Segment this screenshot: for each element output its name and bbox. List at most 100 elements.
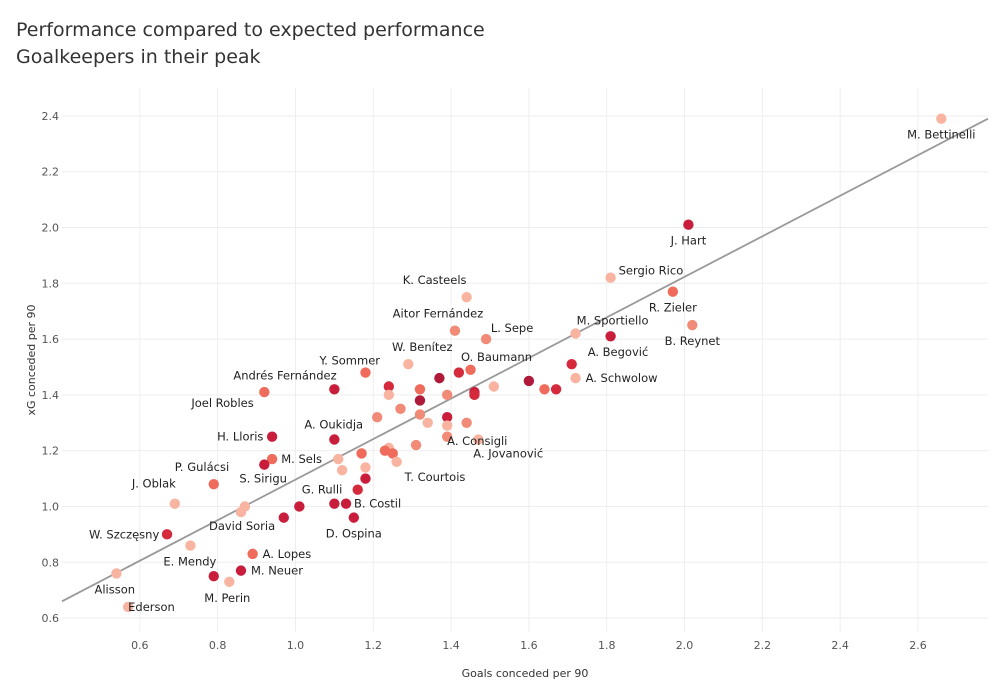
- data-points: [111, 113, 947, 613]
- data-point: [356, 448, 367, 459]
- point-label-h-lloris: H. Lloris: [217, 430, 263, 444]
- data-point-p-gulacsi: [208, 478, 219, 490]
- data-point-a-schwolow: [570, 372, 581, 384]
- point-label-andres-fernandez: Andrés Fernández: [233, 368, 336, 382]
- point-labels: M. Bettinelli J. Hart Sergio Rico R. Zieler…: [89, 128, 975, 614]
- point-label-a-jovanovic: A. Jovanović: [473, 447, 543, 461]
- data-point-l-sepe: [480, 333, 492, 345]
- data-point: [278, 512, 289, 523]
- point-label-p-gulacsi: P. Gulácsi: [175, 460, 229, 474]
- y-axis-ticks: 0.6 0.8 1.0 1.2 1.4 1.6 1.8 2.0 2.2 2.4: [42, 110, 60, 625]
- point-label-a-lopes: A. Lopes: [263, 547, 312, 561]
- point-label-m-bettinelli: M. Bettinelli: [907, 128, 975, 142]
- data-point: [414, 395, 426, 406]
- point-label-g-rulli: G. Rulli: [302, 483, 343, 497]
- point-label-e-mendy: E. Mendy: [163, 555, 216, 569]
- data-point: [434, 372, 445, 384]
- data-point-r-zieler: [667, 286, 679, 297]
- y-tick-label: 1.0: [42, 500, 60, 513]
- point-label-r-zieler: R. Zieler: [649, 301, 697, 315]
- data-point: [329, 498, 340, 509]
- data-point: [383, 389, 395, 401]
- data-point-h-lloris: [266, 431, 278, 442]
- x-tick-label: 2.0: [676, 639, 694, 652]
- data-point-j-hart: [683, 219, 694, 230]
- data-point: [414, 409, 426, 420]
- y-tick-label: 2.2: [42, 166, 60, 179]
- y-tick-label: 0.8: [42, 556, 60, 569]
- point-label-aitor-fernandez: Aitor Fernández: [393, 307, 484, 321]
- data-point-m-perin: [224, 576, 235, 587]
- x-tick-label: 1.4: [442, 639, 460, 652]
- point-label-a-begovic: A. Begović: [588, 345, 649, 359]
- point-label-t-courtois: T. Courtois: [404, 470, 466, 484]
- gridlines: [62, 88, 988, 632]
- data-point-m-neuer: [235, 565, 247, 576]
- data-point: [605, 331, 616, 342]
- point-label-j-oblak: J. Oblak: [131, 477, 176, 491]
- y-tick-label: 1.4: [42, 389, 60, 402]
- data-point: [387, 448, 398, 459]
- point-label-a-schwolow: A. Schwolow: [586, 371, 658, 385]
- data-point-a-lopes: [247, 548, 258, 560]
- data-point: [550, 384, 562, 395]
- point-label-a-oukidja: A. Oukidja: [304, 418, 363, 432]
- x-tick-label: 1.6: [520, 639, 538, 652]
- data-point-t-courtois: [391, 456, 402, 468]
- data-point: [441, 389, 453, 401]
- point-label-m-perin: M. Perin: [204, 591, 250, 605]
- data-point-alisson: [111, 568, 122, 579]
- data-point: [383, 381, 395, 392]
- data-point: [441, 431, 453, 442]
- data-point-b-costil: [340, 498, 352, 509]
- point-label-sergio-rico: Sergio Rico: [619, 264, 684, 278]
- data-point-joel-robles: [259, 386, 270, 398]
- data-point: [523, 375, 535, 387]
- point-label-david-soria: David Soria: [209, 519, 275, 533]
- y-tick-label: 0.6: [42, 612, 60, 625]
- data-point-k-casteels: [461, 292, 472, 303]
- x-tick-label: 1.8: [598, 639, 616, 652]
- data-point: [539, 384, 550, 395]
- data-point-a-begovic: [566, 358, 577, 370]
- data-point-d-ospina: [348, 512, 360, 523]
- data-point: [395, 403, 406, 415]
- x-axis-label: Goals conceded per 90: [462, 667, 589, 680]
- point-label-a-consigli: A. Consigli: [447, 434, 507, 448]
- y-tick-label: 1.8: [42, 277, 60, 290]
- point-label-m-sels: M. Sels: [281, 452, 322, 466]
- data-point: [488, 381, 500, 392]
- point-label-o-baumann: O. Baumann: [461, 350, 532, 364]
- x-tick-label: 2.2: [754, 639, 772, 652]
- data-point-w-benitez: [403, 358, 414, 370]
- data-point-w-szczesny: [161, 529, 173, 540]
- chart-subtitle: Goalkeepers in their peak: [16, 46, 261, 68]
- chart-title: Performance compared to expected perform…: [16, 19, 485, 41]
- y-axis-label: xG conceded per 90: [25, 304, 38, 415]
- point-label-ederson: Ederson: [128, 600, 175, 614]
- data-point-b-reynet: [687, 319, 698, 331]
- data-point-m-sportiello: [570, 328, 581, 339]
- data-point: [294, 501, 305, 512]
- data-point: [360, 473, 371, 484]
- data-point-j-oblak: [169, 498, 181, 509]
- data-point: [410, 439, 422, 451]
- point-label-k-casteels: K. Casteels: [403, 273, 467, 287]
- data-point: [461, 417, 472, 428]
- data-point-y-sommer: [360, 367, 371, 378]
- point-label-b-costil: B. Costil: [354, 497, 401, 511]
- y-tick-label: 2.4: [42, 110, 60, 123]
- data-point-ederson: [122, 601, 134, 613]
- data-point: [336, 464, 348, 476]
- data-point: [208, 571, 219, 582]
- point-label-m-neuer: M. Neuer: [251, 564, 303, 578]
- data-point: [360, 462, 371, 473]
- data-point: [422, 417, 433, 428]
- point-label-s-sirigu: S. Sirigu: [239, 472, 287, 486]
- data-point-a-consigli: [441, 411, 453, 423]
- point-label-l-sepe: L. Sepe: [491, 321, 533, 335]
- x-tick-label: 0.8: [209, 639, 227, 652]
- x-tick-label: 1.0: [287, 639, 305, 652]
- point-label-w-szczesny: W. Szczęsny: [89, 527, 159, 541]
- data-point-o-baumann: [465, 364, 476, 375]
